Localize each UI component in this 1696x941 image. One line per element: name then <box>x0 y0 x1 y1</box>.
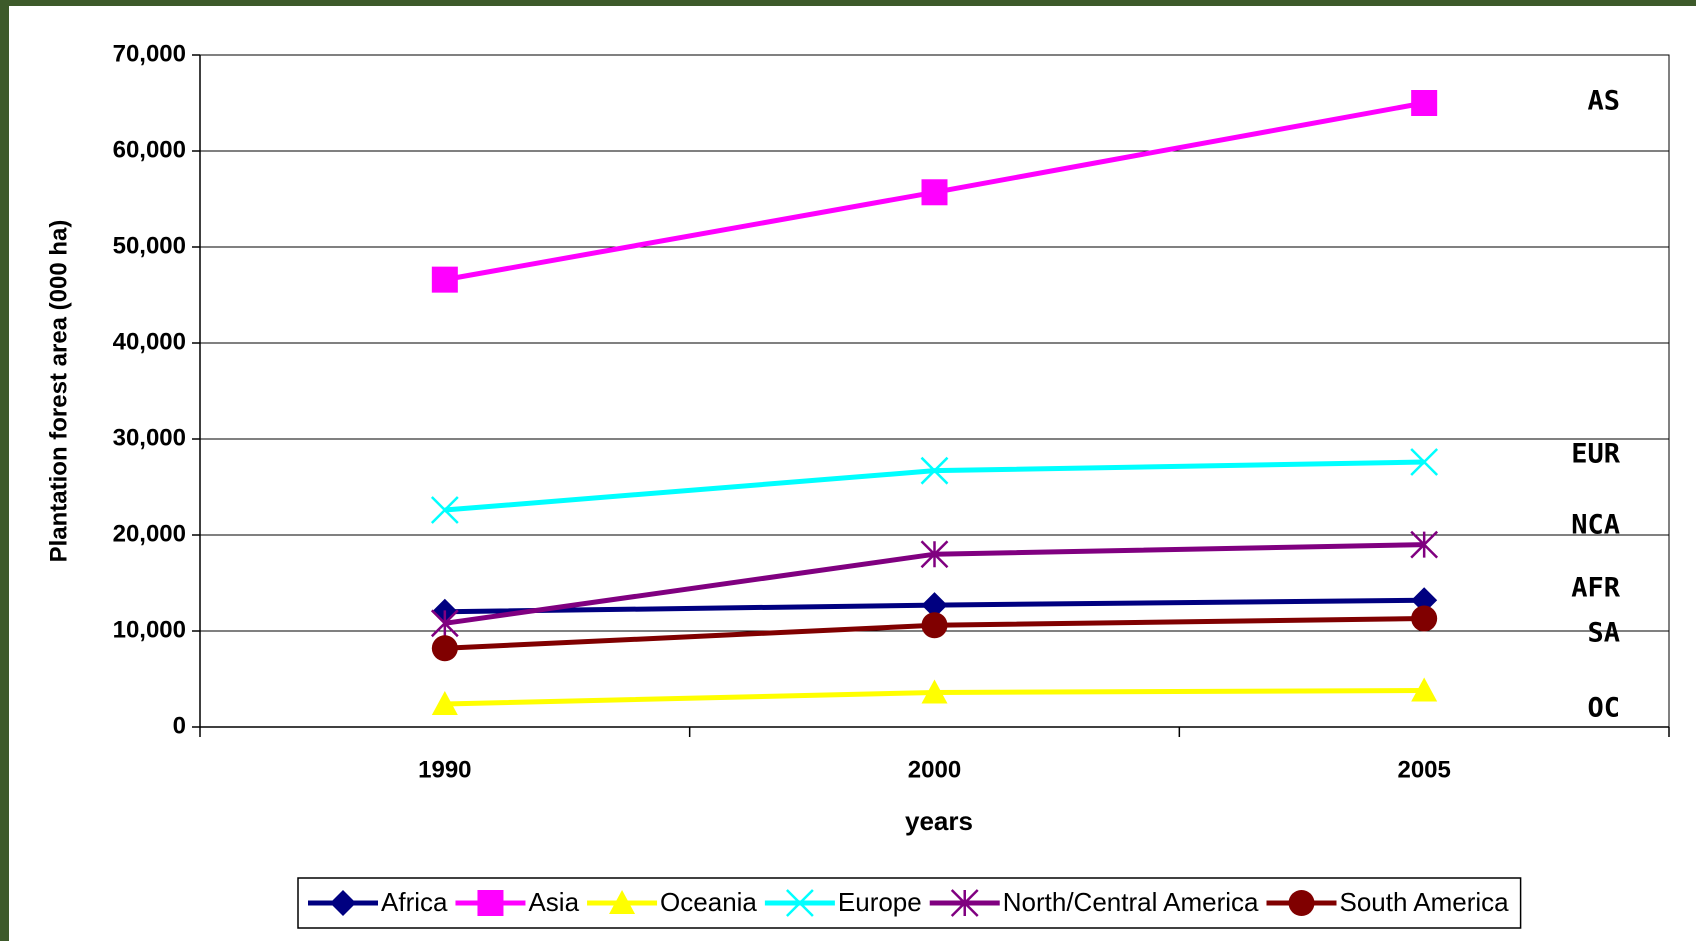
marker <box>1411 605 1438 632</box>
y-tick-label: 30,000 <box>113 424 186 451</box>
y-tick-label: 60,000 <box>113 136 186 163</box>
y-tick-label: 20,000 <box>113 520 186 547</box>
marker <box>920 540 949 569</box>
annotation: OC <box>1587 693 1620 724</box>
marker <box>430 496 459 524</box>
marker <box>1411 90 1438 116</box>
annotation: SA <box>1587 618 1620 649</box>
x-axis-label: years <box>905 806 973 836</box>
marker <box>1411 677 1438 702</box>
legend-label: Asia <box>528 887 579 917</box>
marker <box>609 890 636 914</box>
marker <box>786 889 814 917</box>
legend-label: Africa <box>381 887 448 917</box>
marker <box>431 266 458 293</box>
marker <box>1411 587 1438 614</box>
y-tick-label: 50,000 <box>113 232 186 259</box>
x-tick-label: 2000 <box>908 756 961 783</box>
x-tick-label: 2005 <box>1397 756 1450 783</box>
legend-label: South America <box>1340 887 1510 917</box>
marker <box>431 635 458 662</box>
marker <box>477 890 504 916</box>
annotation: NCA <box>1571 510 1620 541</box>
legend-label: Oceania <box>660 887 757 917</box>
annotation: EUR <box>1571 439 1621 470</box>
legend-label: Europe <box>838 887 922 917</box>
marker <box>430 609 459 638</box>
marker <box>1410 530 1439 559</box>
marker <box>921 612 948 639</box>
y-axis-label: Plantation forest area (000 ha) <box>45 220 72 563</box>
marker <box>1288 890 1315 916</box>
background-panel <box>9 6 1696 941</box>
annotation: AFR <box>1571 573 1621 604</box>
legend-label: North/Central America <box>1003 887 1259 917</box>
y-tick-label: 70,000 <box>113 40 186 67</box>
legend: Africa Asia Oceania Europe North/Central Ame… <box>297 877 1522 929</box>
marker <box>1410 448 1439 476</box>
marker <box>920 456 949 485</box>
x-tick-label: 1990 <box>418 756 471 783</box>
marker <box>921 679 948 704</box>
marker <box>330 890 356 916</box>
marker <box>431 690 458 715</box>
marker <box>921 592 948 619</box>
y-tick-label: 40,000 <box>113 328 186 355</box>
marker <box>950 889 979 917</box>
y-tick-label: 0 <box>173 712 186 739</box>
y-tick-label: 10,000 <box>113 616 186 643</box>
marker <box>921 179 948 206</box>
annotation: AS <box>1587 86 1620 117</box>
